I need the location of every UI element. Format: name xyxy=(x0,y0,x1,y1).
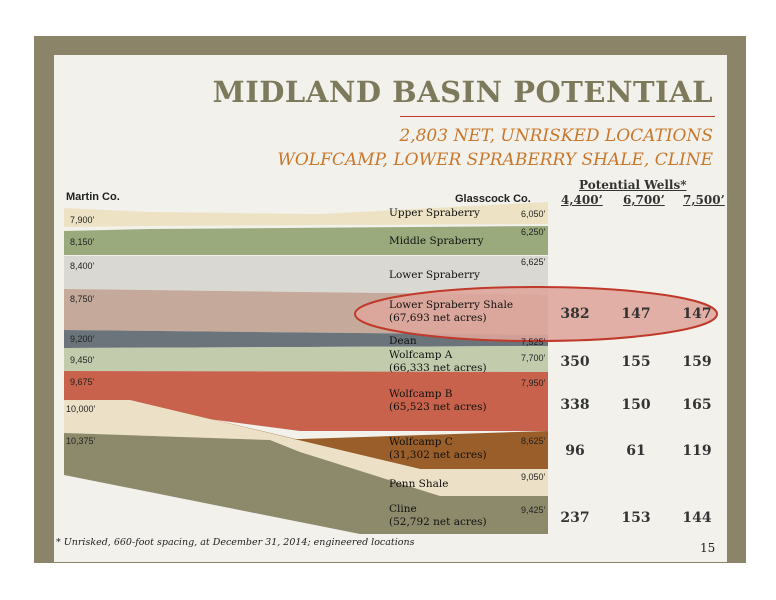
formation-name: Wolfcamp B xyxy=(389,388,453,400)
formation-label: Lower Spraberry xyxy=(389,269,480,282)
right-depth-label: 9,050’ xyxy=(521,472,546,482)
right-depth-label: 8,625’ xyxy=(521,436,546,446)
left-depth-label: 7,900’ xyxy=(70,215,95,225)
formation-label: Wolfcamp A (66,333 net acres) xyxy=(389,349,487,375)
formation-label: Middle Spraberry xyxy=(389,235,484,248)
left-county-header: Martin Co. xyxy=(66,191,120,203)
well-count: 382 xyxy=(560,306,590,322)
layer-lower-spraberry xyxy=(64,256,548,295)
formation-label: Upper Spraberry xyxy=(389,207,480,220)
formation-name: Wolfcamp C xyxy=(389,436,453,448)
well-count: 147 xyxy=(682,306,712,322)
well-count: 147 xyxy=(621,306,651,322)
title-rule xyxy=(400,116,715,117)
footnote: * Unrisked, 660-foot spacing, at Decembe… xyxy=(56,537,415,548)
formation-label: Penn Shale xyxy=(389,478,448,491)
formation-label: Wolfcamp B (65,523 net acres) xyxy=(389,388,487,414)
layer-middle-spraberry xyxy=(64,226,548,255)
well-count: 165 xyxy=(682,397,712,413)
left-depth-label: 9,200’ xyxy=(70,334,95,344)
left-depth-label: 10,375’ xyxy=(66,436,96,446)
wells-col-2: 6,700’ xyxy=(623,193,665,207)
layer-upper-spraberry xyxy=(64,202,548,227)
formation-name: Dean xyxy=(389,335,417,347)
potential-wells-title: Potential Wells* xyxy=(579,178,687,192)
formation-label: Dean xyxy=(389,335,417,348)
well-count: 119 xyxy=(682,443,712,459)
layer-wolfcamp-b xyxy=(64,371,548,431)
right-depth-label: 7,950’ xyxy=(521,378,546,388)
layer-cline xyxy=(64,433,548,534)
well-count: 338 xyxy=(560,397,590,413)
right-depth-label: 7,525’ xyxy=(521,337,546,347)
formation-acres: (52,792 net acres) xyxy=(389,516,487,528)
formation-name: Lower Spraberry xyxy=(389,269,480,281)
well-count: 237 xyxy=(560,510,590,526)
formation-acres: (66,333 net acres) xyxy=(389,362,487,374)
wells-col-1: 4,400’ xyxy=(561,193,603,207)
well-count: 159 xyxy=(682,354,712,370)
wells-col-3: 7,500’ xyxy=(683,193,725,207)
layer-wolfcamp-c xyxy=(130,400,548,469)
right-depth-label: 6,250’ xyxy=(521,227,546,237)
formation-label: Wolfcamp C (31,302 net acres) xyxy=(389,436,487,462)
formation-acres: (67,693 net acres) xyxy=(389,312,487,324)
formation-name: Middle Spraberry xyxy=(389,235,484,247)
left-depth-label: 8,150’ xyxy=(70,237,95,247)
well-count: 150 xyxy=(621,397,651,413)
layer-wolfcamp-a xyxy=(64,346,548,372)
well-count: 153 xyxy=(621,510,651,526)
slide-title: MIDLAND BASIN POTENTIAL xyxy=(212,75,713,109)
formation-name: Penn Shale xyxy=(389,478,449,490)
left-depth-label: 9,675’ xyxy=(70,377,95,387)
right-depth-label: 7,700’ xyxy=(521,353,546,363)
formation-name: Lower Spraberry Shale xyxy=(389,299,514,311)
right-depth-label: 6,050’ xyxy=(521,209,546,219)
formation-acres: (65,523 net acres) xyxy=(389,401,487,413)
right-county-header: Glasscock Co. xyxy=(455,193,531,205)
left-depth-label: 9,450’ xyxy=(70,355,95,365)
well-count: 350 xyxy=(560,354,590,370)
formation-name: Upper Spraberry xyxy=(389,207,480,219)
well-count: 144 xyxy=(682,510,712,526)
formation-label: Lower Spraberry Shale (67,693 net acres) xyxy=(389,299,513,325)
right-depth-label: 9,425’ xyxy=(521,505,546,515)
left-depth-label: 8,750’ xyxy=(70,294,95,304)
layer-band-10000 xyxy=(64,400,548,496)
left-depth-label: 8,400’ xyxy=(70,261,95,271)
formation-label: Cline (52,792 net acres) xyxy=(389,503,487,529)
subtitle-line-2: WOLFCAMP, LOWER SPRABERRY SHALE, CLINE xyxy=(277,150,713,170)
formation-acres: (31,302 net acres) xyxy=(389,449,487,461)
right-depth-label: 6,625’ xyxy=(521,257,546,267)
highlight-ellipse xyxy=(354,286,718,342)
subtitle-line-1: 2,803 NET, UNRISKED LOCATIONS xyxy=(399,126,713,146)
page-number: 15 xyxy=(700,541,716,555)
formation-name: Wolfcamp A xyxy=(389,349,453,361)
well-count: 96 xyxy=(565,443,585,459)
well-count: 61 xyxy=(626,443,646,459)
well-count: 155 xyxy=(621,354,651,370)
formation-name: Cline xyxy=(389,503,417,515)
left-depth-label: 10,000’ xyxy=(66,404,96,414)
